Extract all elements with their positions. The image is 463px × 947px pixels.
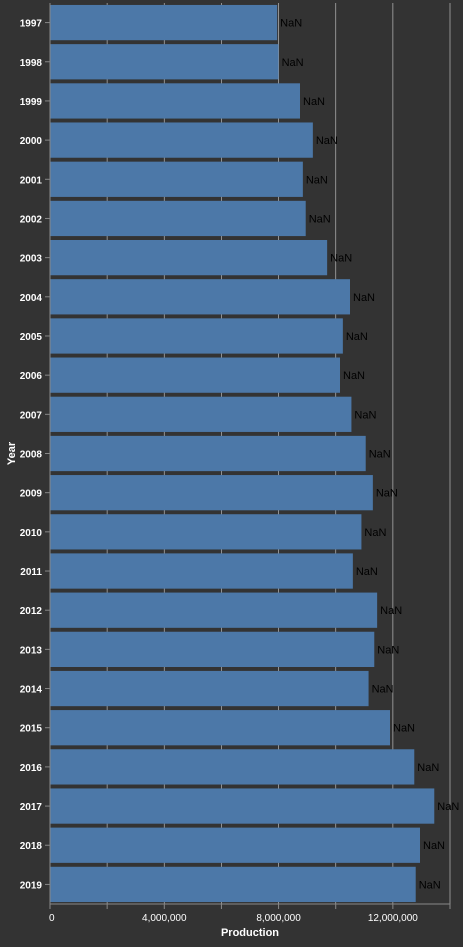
bar — [50, 44, 279, 80]
y-tick-label: 2016 — [20, 763, 43, 774]
y-tick-label: 2003 — [20, 254, 43, 265]
bar — [50, 4, 278, 41]
y-tick-label: 2002 — [20, 214, 43, 225]
bar — [50, 396, 352, 432]
bar — [50, 279, 350, 315]
bar — [50, 122, 313, 158]
data-label: NaN — [353, 292, 375, 304]
x-tick-label: 0 — [49, 913, 55, 924]
bar — [50, 866, 416, 903]
data-label: NaN — [380, 605, 402, 617]
y-tick-label: 2007 — [20, 410, 43, 421]
data-label: NaN — [393, 723, 415, 735]
y-axis: 1997 1998 1999 2000 2001 2002 2003 2004 2005 2006… — [20, 3, 51, 904]
bar — [50, 592, 378, 628]
bar — [50, 200, 306, 237]
y-tick-label: 1997 — [20, 19, 43, 30]
bar — [50, 670, 369, 707]
data-label: NaN — [306, 174, 328, 186]
x-axis-title: Production — [221, 927, 279, 939]
data-label: NaN — [346, 331, 368, 343]
bar — [50, 710, 390, 746]
bar — [50, 514, 362, 550]
y-tick-label: 2017 — [20, 802, 43, 813]
data-label: NaN — [417, 762, 439, 774]
data-label: NaN — [309, 213, 331, 225]
bar — [50, 435, 366, 472]
data-label: NaN — [280, 18, 302, 30]
data-label: NaN — [419, 879, 441, 891]
bar — [50, 161, 303, 197]
y-tick-label: 2000 — [20, 136, 43, 147]
bar-layer — [50, 4, 435, 903]
data-label: NaN — [356, 566, 378, 578]
bar — [50, 788, 435, 824]
y-tick-label: 2004 — [20, 293, 43, 304]
data-label-layer: NaN NaN NaN NaN NaN NaN NaN NaN NaN NaN NaN NaN NaN N… — [280, 18, 459, 892]
x-tick-label: 4,000,000 — [142, 913, 187, 924]
data-label: NaN — [330, 253, 352, 265]
bar — [50, 357, 340, 393]
y-tick-label: 2011 — [20, 567, 42, 578]
data-label: NaN — [343, 370, 365, 382]
y-tick-label: 2014 — [20, 685, 43, 696]
y-tick-label: 2010 — [20, 528, 43, 539]
data-label: NaN — [377, 644, 399, 656]
bar — [50, 631, 375, 667]
bar — [50, 318, 343, 354]
data-label: NaN — [376, 488, 398, 500]
data-label: NaN — [437, 801, 459, 813]
bar — [50, 749, 415, 785]
y-tick-label: 2006 — [20, 371, 43, 382]
y-tick-label: 2012 — [20, 606, 43, 617]
y-tick-label: 2015 — [20, 724, 43, 735]
y-tick-label: 1998 — [20, 58, 43, 69]
bar — [50, 553, 353, 589]
y-tick-label: 2001 — [20, 175, 43, 186]
y-tick-label: 2005 — [20, 332, 43, 343]
data-label: NaN — [282, 57, 304, 69]
data-label: NaN — [303, 96, 325, 108]
bar — [50, 827, 420, 863]
data-label: NaN — [354, 409, 376, 421]
y-tick-label: 2009 — [20, 489, 43, 500]
x-axis: 0 4,000,000 8,000,000 12,000,000 — [49, 903, 451, 924]
y-axis-title: Year — [6, 441, 18, 465]
y-tick-label: 2008 — [20, 450, 43, 461]
bar — [50, 475, 373, 511]
y-tick-label: 1999 — [20, 97, 43, 108]
y-tick-label: 2019 — [20, 880, 43, 891]
data-label: NaN — [364, 527, 386, 539]
y-tick-label: 2018 — [20, 841, 43, 852]
y-tick-label: 2013 — [20, 645, 43, 656]
bar — [50, 240, 328, 276]
bar — [50, 83, 300, 119]
data-label: NaN — [423, 840, 445, 852]
x-tick-label: 12,000,000 — [368, 913, 418, 924]
data-label: NaN — [369, 449, 391, 461]
data-label: NaN — [372, 684, 394, 696]
x-tick-label: 8,000,000 — [256, 913, 301, 924]
data-label: NaN — [316, 135, 338, 147]
